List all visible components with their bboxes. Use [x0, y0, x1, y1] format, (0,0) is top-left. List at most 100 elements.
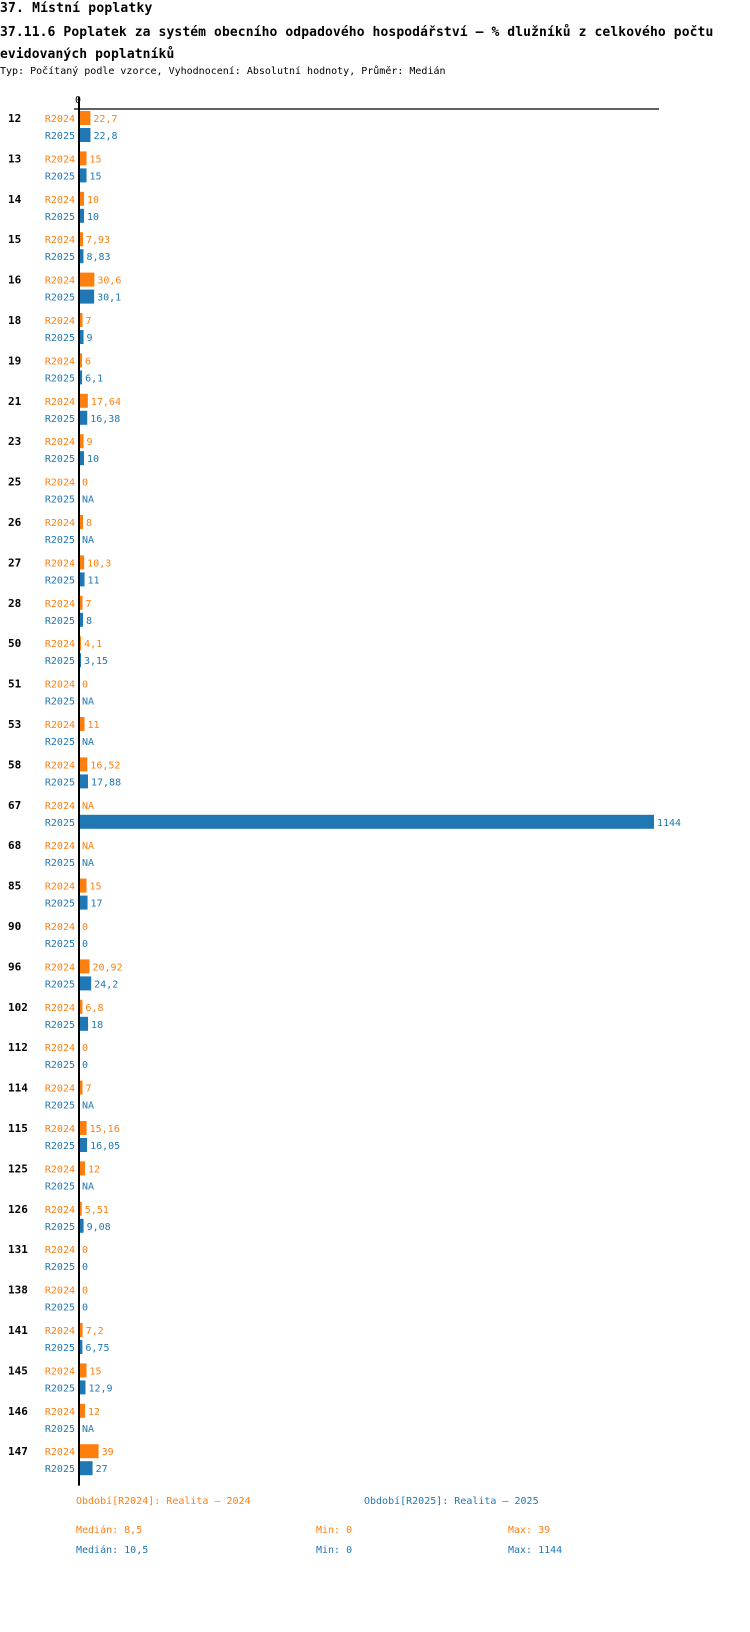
data-label-r2024: NA	[82, 841, 94, 852]
category-label: 112	[8, 1041, 28, 1054]
series-label-r2024: R2024	[45, 1205, 75, 1216]
category-label: 13	[8, 152, 21, 165]
bar-r2025	[79, 1340, 83, 1354]
category-label: 126	[8, 1203, 28, 1216]
data-label-r2024: 7	[86, 1084, 92, 1095]
data-label-r2024: 7	[86, 599, 92, 610]
series-label-r2025: R2025	[45, 1464, 75, 1475]
bar-r2024	[79, 1121, 87, 1135]
data-label-r2024: 20,92	[93, 962, 123, 973]
series-label-r2024: R2024	[45, 599, 75, 610]
bar-r2025	[79, 128, 91, 142]
bar-r2025	[79, 249, 84, 264]
data-label-r2025: 6,75	[85, 1343, 109, 1354]
data-label-r2024: 0	[82, 1286, 88, 1297]
data-label-r2025: 1144	[657, 818, 681, 829]
series-label-r2025: R2025	[45, 373, 75, 384]
bar-r2024	[79, 878, 87, 893]
category-label: 12	[8, 112, 21, 125]
series-label-r2024: R2024	[45, 922, 75, 933]
bar-r2024	[79, 1080, 83, 1095]
data-label-r2025: 9,08	[87, 1222, 111, 1233]
data-label-r2025: 11	[88, 575, 100, 586]
series-label-r2025: R2025	[45, 1383, 75, 1394]
series-label-r2024: R2024	[45, 801, 75, 812]
data-label-r2024: 15	[90, 154, 102, 165]
series-label-r2025: R2025	[45, 1303, 75, 1314]
category-label: 85	[8, 880, 21, 893]
category-label: 147	[8, 1445, 28, 1458]
data-label-r2024: 5,51	[85, 1205, 109, 1216]
bar-r2025	[79, 168, 87, 183]
data-label-r2025: 10	[87, 212, 99, 223]
series-label-r2025: R2025	[45, 575, 75, 586]
chart-title: 37.11.6 Poplatek za systém obecního odpa…	[0, 25, 714, 62]
data-label-r2025: 0	[82, 1262, 88, 1273]
data-label-r2025: 0	[82, 939, 88, 950]
bar-r2024	[79, 515, 84, 529]
category-label: 146	[8, 1405, 28, 1418]
bar-r2024	[79, 191, 85, 206]
series-label-r2024: R2024	[45, 639, 75, 650]
data-label-r2024: 6,8	[85, 1003, 103, 1014]
data-label-r2024: 17,64	[91, 397, 121, 408]
median-r2024: Medián: 8,5	[76, 1525, 143, 1536]
series-label-r2025: R2025	[45, 979, 75, 990]
category-label: 90	[8, 920, 21, 933]
data-label-r2025: NA	[82, 1181, 94, 1192]
data-label-r2024: 39	[102, 1447, 114, 1458]
series-label-r2025: R2025	[45, 777, 75, 788]
category-label: 115	[8, 1122, 28, 1135]
data-label-r2024: 30,6	[97, 276, 121, 287]
data-label-r2025: 15	[90, 171, 102, 182]
series-label-r2025: R2025	[45, 535, 75, 546]
data-label-r2024: 10,3	[87, 558, 111, 569]
data-label-r2025: NA	[82, 495, 94, 506]
series-label-r2025: R2025	[45, 1343, 75, 1354]
data-label-r2024: NA	[82, 801, 94, 812]
data-label-r2024: 9	[87, 437, 93, 448]
bar-r2025	[79, 289, 95, 304]
series-label-r2024: R2024	[45, 1407, 75, 1418]
min-r2024: Min: 0	[316, 1525, 353, 1536]
data-label-r2025: NA	[82, 535, 94, 546]
data-label-r2025: 27	[96, 1464, 108, 1475]
series-label-r2024: R2024	[45, 1286, 75, 1297]
series-label-r2024: R2024	[45, 1245, 75, 1256]
series-label-r2024: R2024	[45, 518, 75, 529]
bar-r2025	[79, 572, 85, 587]
bar-r2025	[79, 451, 85, 466]
data-label-r2025: 0	[82, 1060, 88, 1071]
series-label-r2025: R2025	[45, 1424, 75, 1435]
category-label: 125	[8, 1162, 28, 1175]
max-r2025: Max: 1144	[508, 1545, 563, 1556]
bar-r2025	[79, 1016, 89, 1031]
bar-r2025	[79, 370, 83, 385]
category-label: 141	[8, 1324, 28, 1337]
series-label-r2024: R2024	[45, 720, 75, 731]
data-label-r2025: 12,9	[88, 1383, 112, 1394]
series-label-r2025: R2025	[45, 1020, 75, 1031]
data-label-r2025: 30,1	[97, 293, 121, 304]
bar-r2025	[79, 330, 84, 344]
series-label-r2024: R2024	[45, 1326, 75, 1337]
category-label: 15	[8, 233, 21, 246]
series-label-r2024: R2024	[45, 558, 75, 569]
data-label-r2025: NA	[82, 1424, 94, 1435]
data-label-r2025: 6,1	[85, 373, 103, 384]
bar-r2024	[79, 313, 83, 327]
series-label-r2024: R2024	[45, 478, 75, 489]
series-label-r2024: R2024	[45, 882, 75, 893]
category-label: 50	[8, 637, 21, 650]
data-label-r2025: 8,83	[86, 252, 110, 263]
data-label-r2025: 10	[87, 454, 99, 465]
data-label-r2024: 8	[86, 518, 92, 529]
data-label-r2024: 0	[82, 1245, 88, 1256]
data-label-r2024: 22,7	[93, 114, 117, 125]
bar-r2024	[79, 636, 82, 651]
data-label-r2025: NA	[82, 697, 94, 708]
data-label-r2024: 16,52	[90, 760, 120, 771]
bar-r2024	[79, 555, 85, 570]
series-label-r2025: R2025	[45, 858, 75, 869]
category-label: 14	[8, 193, 22, 206]
